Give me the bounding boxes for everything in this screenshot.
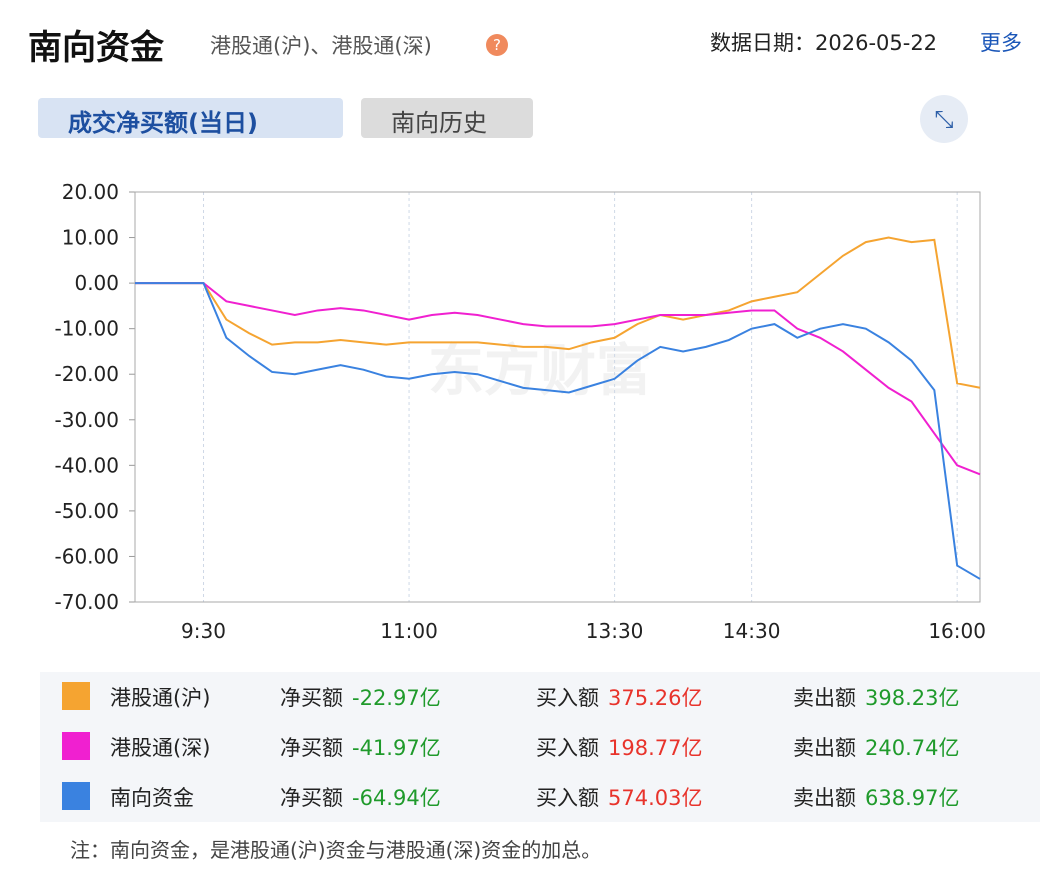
stat-value: 574.03亿 xyxy=(608,786,703,810)
stat: -64.94亿 xyxy=(352,782,441,812)
y-tick-label: 0.00 xyxy=(74,271,119,295)
plot-border xyxy=(134,191,981,603)
title: 南向资金 xyxy=(28,28,164,68)
y-tick-label: 20.00 xyxy=(62,180,119,204)
stat-label: 净买额 xyxy=(280,686,343,710)
stat-value: 240.74亿 xyxy=(865,736,960,760)
watermark: 东方财富 xyxy=(428,339,652,404)
stat: 398.23亿 xyxy=(865,682,959,712)
date: 数据日期：2026-05-22 xyxy=(710,31,938,55)
series-line xyxy=(135,282,981,476)
legend-swatch xyxy=(62,732,90,760)
stat-value: 638.97亿 xyxy=(865,786,960,810)
stat: 375.26亿 xyxy=(608,682,702,712)
expand-button[interactable]: ⤡ xyxy=(920,95,968,143)
stat: 198.77亿 xyxy=(608,732,702,762)
stat: 240.74亿 xyxy=(865,732,959,762)
tab-label: 成交净买额(当日) xyxy=(68,109,258,137)
stat-value: 375.26亿 xyxy=(608,686,703,710)
stat: 574.03亿 xyxy=(608,782,702,812)
legend-label: 港股通(沪) xyxy=(110,686,211,710)
x-tick-label: 13:30 xyxy=(586,619,644,643)
note: 注：南向资金，是港股通(沪)资金与港股通(深)资金的加总。 xyxy=(70,838,602,862)
stat: -22.97亿 xyxy=(352,682,441,712)
y-tick-label: -10.00 xyxy=(55,317,119,341)
y-tick-label: -40.00 xyxy=(55,453,119,477)
y-tick-label: 10.00 xyxy=(62,226,119,250)
stat-value: -22.97亿 xyxy=(352,686,441,710)
y-tick-label: -70.00 xyxy=(55,590,119,614)
tab[interactable]: 南向历史 xyxy=(361,98,533,138)
stat-value: -41.97亿 xyxy=(352,736,441,760)
x-tick-label: 14:30 xyxy=(723,619,781,643)
x-tick-label: 9:30 xyxy=(181,619,226,643)
legend-swatch xyxy=(62,782,90,810)
stat-label: 净买额 xyxy=(280,786,343,810)
subtitle: 港股通(沪)、港股通(深) xyxy=(210,34,432,58)
stat-value: 198.77亿 xyxy=(608,736,703,760)
more-link[interactable]: 更多 xyxy=(980,31,1022,55)
series-line xyxy=(135,282,981,580)
y-tick-label: -30.00 xyxy=(55,408,119,432)
stat-label: 卖出额 xyxy=(793,686,856,710)
legend-label: 港股通(深) xyxy=(110,736,211,760)
legend-label: 南向资金 xyxy=(110,786,194,810)
stat-label: 买入额 xyxy=(536,686,599,710)
x-tick-label: 16:00 xyxy=(928,619,986,643)
stat-label: 卖出额 xyxy=(793,736,856,760)
stat-label: 买入额 xyxy=(536,736,599,760)
y-tick-label: -50.00 xyxy=(55,499,119,523)
legend-swatch xyxy=(62,682,90,710)
stat-value: -64.94亿 xyxy=(352,786,441,810)
help-icon[interactable]: ? xyxy=(486,34,508,56)
y-tick-label: -20.00 xyxy=(55,362,119,386)
legend-table xyxy=(40,672,1040,822)
stat-label: 卖出额 xyxy=(793,786,856,810)
stat-value: 398.23亿 xyxy=(865,686,960,710)
stat: 638.97亿 xyxy=(865,782,959,812)
x-tick-label: 11:00 xyxy=(380,619,438,643)
y-tick-label: -60.00 xyxy=(55,544,119,568)
stat-label: 买入额 xyxy=(536,786,599,810)
stat: -41.97亿 xyxy=(352,732,441,762)
tab-active[interactable]: 成交净买额(当日) xyxy=(38,98,343,138)
series-line xyxy=(135,236,981,389)
stat-label: 净买额 xyxy=(280,736,343,760)
tab-label: 南向历史 xyxy=(391,109,487,137)
